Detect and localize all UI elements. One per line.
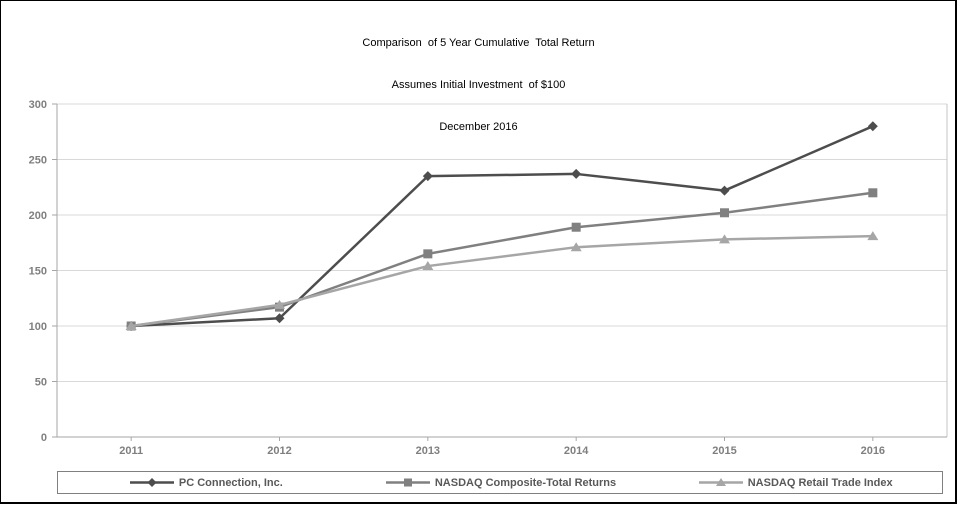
data-point-marker: [570, 242, 582, 252]
data-point-marker: [571, 168, 582, 179]
y-axis-tick-label: 200: [29, 210, 47, 222]
y-axis-tick-label: 250: [29, 155, 47, 167]
legend-sample-square-icon: [385, 478, 430, 487]
chart-title-line2: Assumes Initial Investment of $100: [391, 79, 566, 91]
x-axis-tick-label: 2011: [119, 445, 143, 457]
series-line: [131, 191, 874, 328]
data-point-marker: [125, 321, 137, 330]
y-axis-tick-label: 0: [41, 432, 47, 444]
x-axis-tick-label: 2014: [564, 445, 589, 457]
chart-title-line3: December 2016: [439, 121, 518, 133]
series-line: [130, 234, 873, 328]
legend-label: PC Connection, Inc.: [178, 476, 283, 489]
data-point-marker: [720, 208, 729, 218]
legend-label: NASDAQ Retail Trade Index: [747, 476, 893, 489]
series-line: [131, 125, 874, 328]
x-axis-tick-label: 2012: [267, 445, 291, 457]
plot-area: 0 50 100 150 200 250 300 2011 2012 2013 2014 2015 20…: [29, 99, 948, 457]
data-point-marker: [422, 261, 434, 271]
data-point-marker: [422, 171, 433, 182]
data-point-marker: [274, 299, 285, 309]
legend-sample-marker: [147, 478, 157, 487]
legend-sample-diamond-icon: [129, 478, 174, 487]
chart-title-line1: Comparison of 5 Year Cumulative Total Re…: [362, 37, 595, 49]
legend-sample-triangle-icon: [698, 478, 743, 486]
legend-label: NASDAQ Composite-Total Returns: [434, 476, 617, 489]
series-1: [126, 121, 878, 331]
data-point-marker: [867, 231, 879, 241]
series-2: [126, 188, 878, 331]
legend-item-nasdaq-composite: NASDAQ Composite-Total Returns: [353, 472, 648, 493]
data-point-marker: [571, 222, 581, 232]
legend: PC Connection, Inc. NASDAQ Composite-Tot…: [57, 471, 943, 494]
x-axis-tick-label: 2013: [416, 445, 440, 457]
legend-item-nasdaq-retail: NASDAQ Retail Trade Index: [647, 472, 942, 493]
y-axis-tick-label: 100: [29, 321, 47, 333]
data-point-marker: [274, 313, 285, 324]
data-point-marker: [868, 188, 878, 198]
legend-sample-marker: [403, 478, 412, 487]
data-point-marker: [719, 185, 730, 196]
data-point-marker: [719, 234, 730, 244]
y-axis-tick-label: 150: [29, 266, 47, 278]
y-axis-tick-label: 50: [35, 377, 47, 389]
data-point-marker: [867, 121, 878, 132]
chart-title-block: Comparison of 5 Year Cumulative Total Re…: [0, 8, 957, 148]
data-point-marker: [423, 249, 433, 259]
y-axis-tick-label: 300: [29, 99, 47, 111]
x-axis-tick-label: 2015: [712, 445, 736, 457]
legend-item-pc-connection: PC Connection, Inc.: [58, 472, 353, 493]
x-axis-tick-label: 2016: [861, 445, 885, 457]
series-3: [125, 231, 879, 330]
legend-sample-marker: [715, 478, 726, 486]
